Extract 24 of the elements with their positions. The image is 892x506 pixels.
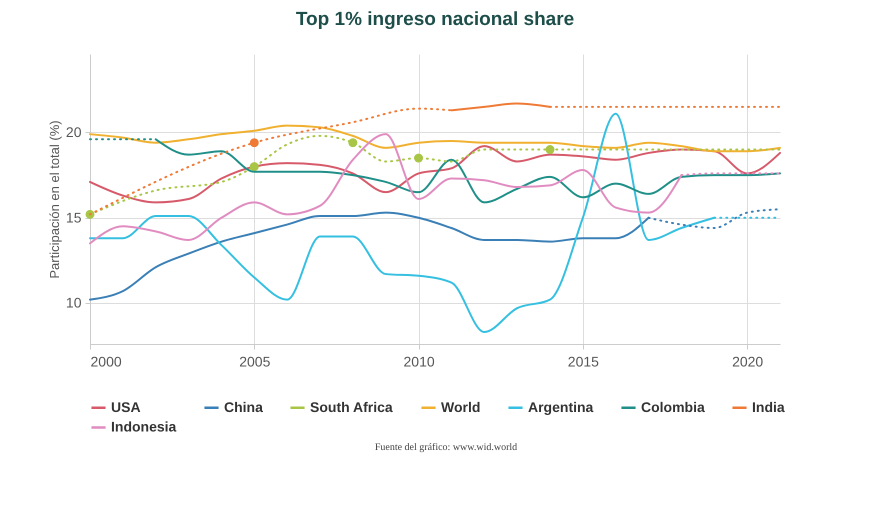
- point: [250, 138, 259, 148]
- x-tick-label: 2000: [90, 354, 122, 370]
- point: [546, 145, 554, 154]
- line-series: [89, 124, 781, 152]
- x-tick-label: 2010: [403, 354, 435, 370]
- legend-label: USA: [111, 398, 141, 415]
- y-tick-label: 20: [66, 124, 82, 140]
- chart-title: Top 1% ingreso nacional share: [296, 9, 574, 30]
- x-tick-label: 2020: [732, 354, 764, 370]
- legend-label: World: [441, 398, 480, 415]
- legend-label: China: [224, 398, 264, 415]
- legend-label: Colombia: [641, 398, 705, 415]
- legend-label: Argentina: [528, 398, 594, 415]
- y-tick-label: 10: [66, 294, 82, 311]
- y-axis-title: Participación en el total (%): [46, 120, 62, 279]
- line-series: [89, 145, 781, 204]
- point: [86, 210, 94, 219]
- x-tick-label: 2015: [568, 354, 600, 370]
- y-tick-label: 15: [66, 209, 82, 226]
- legend-label: India: [752, 398, 785, 415]
- legend-label: South Africa: [310, 398, 393, 415]
- legend-label: Indonesia: [111, 418, 177, 434]
- x-tick-label: 2005: [239, 354, 271, 370]
- source-note: Fuente del gráfico: www.wid.world: [374, 442, 518, 453]
